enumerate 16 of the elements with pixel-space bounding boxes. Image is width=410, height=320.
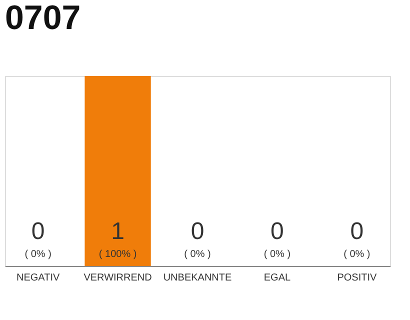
annotation: ( 0% ) bbox=[264, 249, 291, 260]
chart-title: 0707 bbox=[5, 0, 81, 37]
x-tick-label: NEGATIV bbox=[16, 272, 60, 284]
data-label: 0 bbox=[270, 218, 284, 245]
annotation: ( 0% ) bbox=[24, 249, 52, 260]
data-label: 0 bbox=[190, 218, 204, 245]
x-tick-label: POSITIV bbox=[337, 272, 377, 284]
data-label: 1 bbox=[111, 218, 124, 245]
x-tick-label: UNBEKANNTE bbox=[163, 272, 232, 284]
annotation: ( 0% ) bbox=[184, 249, 211, 260]
data-label: 0 bbox=[31, 218, 45, 245]
data-label: 0 bbox=[350, 218, 364, 245]
annotation: ( 0% ) bbox=[344, 249, 370, 260]
x-tick-label: EGAL bbox=[264, 272, 291, 284]
annotation: ( 100% ) bbox=[98, 249, 137, 260]
x-tick-label: VERWIRREND bbox=[84, 272, 152, 284]
